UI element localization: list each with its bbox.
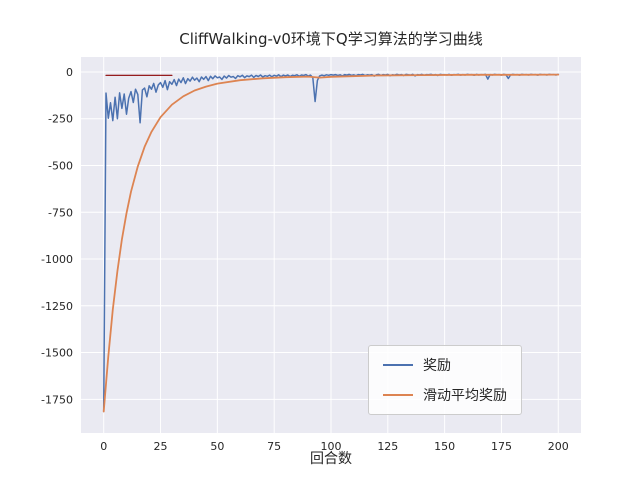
x-tick-label: 150 <box>434 440 455 453</box>
x-tick-label: 125 <box>377 440 398 453</box>
legend-label: 奖励 <box>423 358 451 374</box>
legend-line-swatch <box>383 364 413 366</box>
legend-item: 滑动平均奖励 <box>383 385 507 405</box>
y-tick-label: -750 <box>48 206 73 219</box>
y-tick-label: -250 <box>48 113 73 126</box>
y-tick-label: 0 <box>66 66 73 79</box>
y-tick-label: -1000 <box>41 253 73 266</box>
x-tick-label: 25 <box>154 440 168 453</box>
chart-title: CliffWalking-v0环境下Q学习算法的学习曲线 <box>179 30 483 48</box>
x-tick-label: 50 <box>210 440 224 453</box>
legend-label: 滑动平均奖励 <box>423 388 507 404</box>
series-滑动平均奖励 <box>102 73 560 413</box>
legend-line-swatch <box>383 394 413 396</box>
x-tick-label: 175 <box>491 440 512 453</box>
x-tick-label: 75 <box>267 440 281 453</box>
y-tick-label: -500 <box>48 159 73 172</box>
x-axis-label: 回合数 <box>310 451 352 467</box>
x-tick-label: 0 <box>100 440 107 453</box>
x-tick-label: 100 <box>321 440 342 453</box>
y-tick-label: -1500 <box>41 347 73 360</box>
legend-item: 奖励 <box>383 355 507 375</box>
y-tick-label: -1750 <box>41 393 73 406</box>
y-tick-label: -1250 <box>41 300 73 313</box>
x-tick-label: 200 <box>548 440 569 453</box>
legend: 奖励 滑动平均奖励 <box>368 345 522 415</box>
